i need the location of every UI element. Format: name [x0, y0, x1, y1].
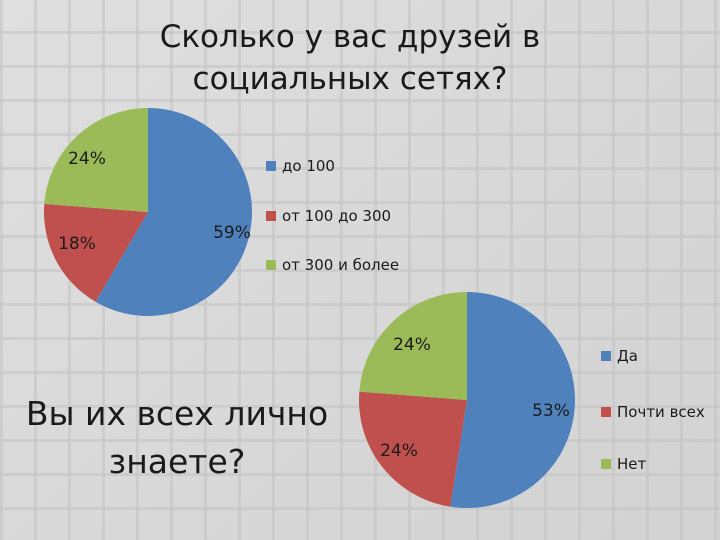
- second-question: Вы их всех лично знаете?: [25, 394, 329, 481]
- pie2-slice-2: [359, 292, 467, 400]
- pie1-legend-label-1: от 100 до 300: [282, 207, 391, 225]
- pie2-legend-swatch-2: [601, 459, 611, 469]
- pie2-data-label-2: 24%: [393, 335, 431, 355]
- pie2-legend-label-0: Да: [617, 347, 638, 365]
- pie2-legend-label-2: Нет: [617, 455, 647, 473]
- pie1-legend-label-2: от 300 и более: [282, 256, 399, 274]
- pie1-legend-label-0: до 100: [282, 157, 335, 175]
- pie2-data-label-0: 53%: [532, 401, 570, 421]
- pie1-legend-swatch-2: [266, 260, 276, 270]
- pie1-legend-swatch-1: [266, 211, 276, 221]
- pie2-legend-label-1: Почти всех: [617, 403, 705, 421]
- pie1-legend-swatch-0: [266, 161, 276, 171]
- pie1-slice-0: [95, 108, 252, 316]
- pie1-data-label-0: 59%: [213, 223, 251, 243]
- pie2-data-label-1: 24%: [380, 441, 418, 461]
- pie1-data-label-2: 24%: [68, 149, 106, 169]
- pie2-slice-0: [450, 292, 575, 508]
- pie1-slice-1: [43, 203, 148, 302]
- pie2-slice-1: [359, 391, 467, 507]
- slide-title: Сколько у вас друзей в социальных сетях?: [159, 19, 541, 97]
- pie1-data-label-1: 18%: [58, 234, 96, 254]
- pie2-legend-swatch-1: [601, 407, 611, 417]
- pie2-legend-swatch-0: [601, 351, 611, 361]
- pie1-slice-2: [44, 108, 149, 212]
